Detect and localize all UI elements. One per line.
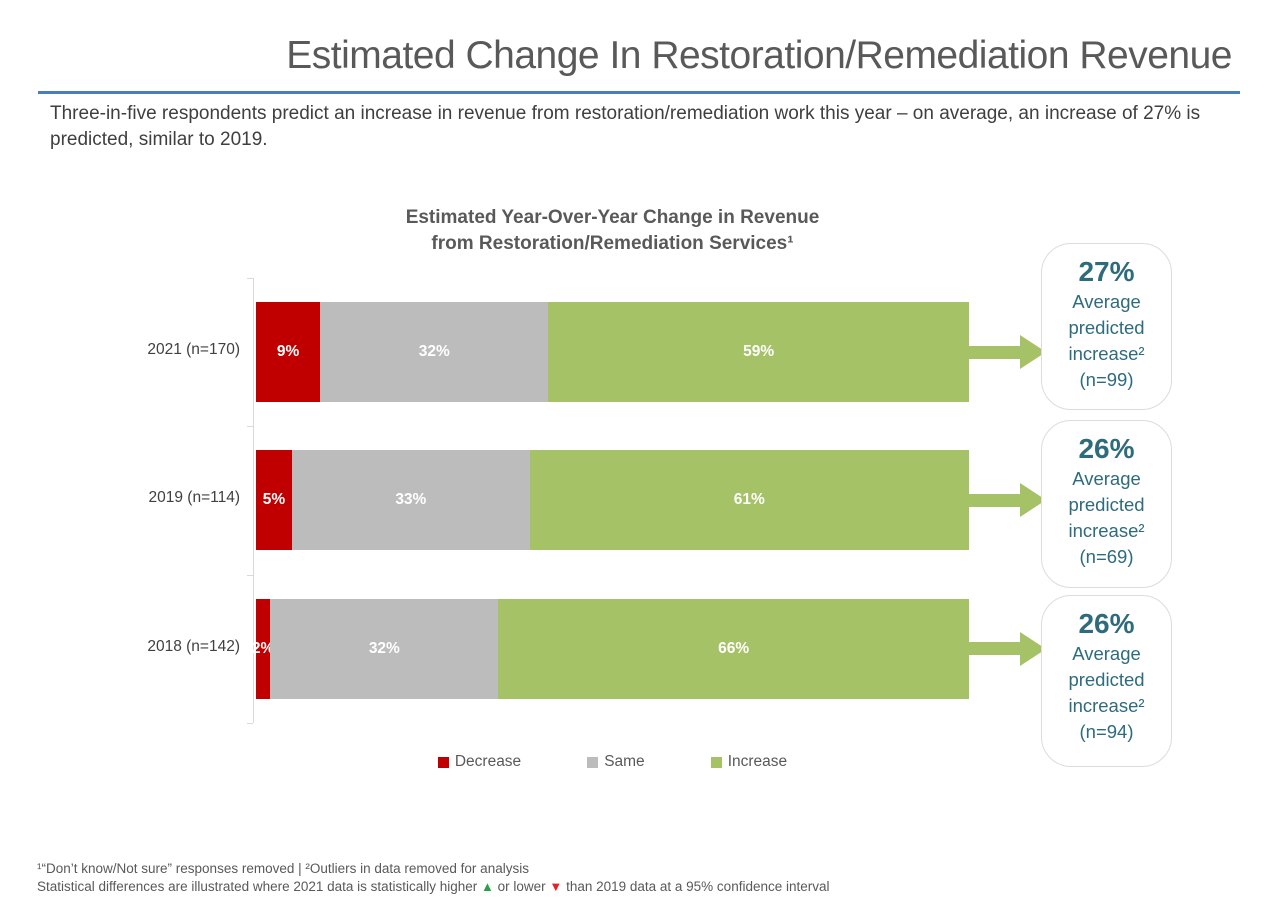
chart-title: Estimated Year-Over-Year Change in Reven… [256,205,969,257]
category-label: 2018 (n=142) [147,637,240,655]
chart-title-line1: Estimated Year-Over-Year Change in Reven… [405,207,820,228]
segment-same: 33% [292,450,530,551]
callout-label: Average predicted increase² [1068,468,1145,541]
arrow-icon [969,493,1022,507]
up-triangle-icon: ▲ [481,878,494,894]
footnote-line2: Statistical differences are illustrated … [37,878,830,896]
callout-sample-size: (n=69) [1079,546,1134,567]
footnotes: ¹“Don’t know/Not sure” responses removed… [37,860,830,895]
legend-label: Decrease [454,753,522,770]
footnote-line2-text: than 2019 data at a 95% confidence inter… [566,878,830,894]
stacked-bar: 5% 33% 61% [256,450,969,551]
legend-swatch-icon [587,756,599,768]
down-triangle-icon: ▼ [549,878,563,894]
stacked-bar: 2% 32% 66% [252,598,969,699]
segment-value-label: 32% [418,343,450,361]
chart-axis [253,278,254,723]
segment-value-label: 32% [368,639,400,657]
segment-same: 32% [270,598,499,699]
footnote-line1: ¹“Don’t know/Not sure” responses removed… [37,861,529,876]
callout-sample-size: (n=94) [1079,721,1134,742]
segment-decrease: 9% [256,302,321,403]
callout-label: Average predicted increase² [1068,643,1145,716]
segment-increase: 61% [529,450,969,551]
axis-tick [247,722,253,724]
legend: Decrease Same Increase [256,753,969,771]
axis-tick [247,278,253,279]
footnote-line2-text: or lower [497,878,546,894]
segment-value-label: 5% [262,491,286,509]
callout-value: 27% [1078,256,1135,287]
page-title: Estimated Change In Restoration/Remediat… [286,34,1232,77]
arrow-icon [969,642,1022,656]
callout-2018: 26% Average predicted increase² (n=94) [1041,595,1172,767]
category-label: 2019 (n=114) [148,489,241,507]
legend-label: Increase [727,753,788,770]
legend-swatch-icon [437,756,449,768]
axis-tick [247,426,253,428]
segment-decrease: 5% [256,450,292,551]
lead-text: Three-in-five respondents predict an inc… [50,103,1201,150]
footnote-line2-text: Statistical differences are illustrated … [37,878,478,894]
segment-value-label: 9% [276,343,300,361]
arrow-icon [969,345,1022,359]
chart-title-line2: from Restoration/Remediation Services¹ [431,233,794,254]
axis-tick [247,574,253,576]
legend-item-same: Same [587,753,645,771]
segment-decrease: 2% [252,598,274,699]
title-divider [38,91,1240,94]
legend-item-decrease: Decrease [437,753,522,771]
callout-value: 26% [1078,433,1135,464]
segment-value-label: 2% [251,639,275,657]
stacked-bar: 9% 32% 59% [256,302,969,403]
segment-value-label: 59% [743,343,775,361]
legend-item-increase: Increase [710,753,788,771]
category-label: 2021 (n=170) [147,341,240,359]
segment-same: 32% [320,302,549,403]
segment-increase: 59% [548,302,969,403]
callout-value: 26% [1078,608,1135,639]
callout-sample-size: (n=99) [1079,369,1134,390]
segment-increase: 66% [498,598,969,699]
legend-swatch-icon [710,756,722,768]
segment-value-label: 33% [395,491,427,509]
segment-value-label: 61% [733,491,765,509]
callout-2021: 27% Average predicted increase² (n=99) [1041,243,1172,410]
segment-value-label: 66% [718,639,750,657]
legend-label: Same [604,753,645,770]
callout-label: Average predicted increase² [1068,291,1145,364]
callout-2019: 26% Average predicted increase² (n=69) [1041,420,1172,588]
